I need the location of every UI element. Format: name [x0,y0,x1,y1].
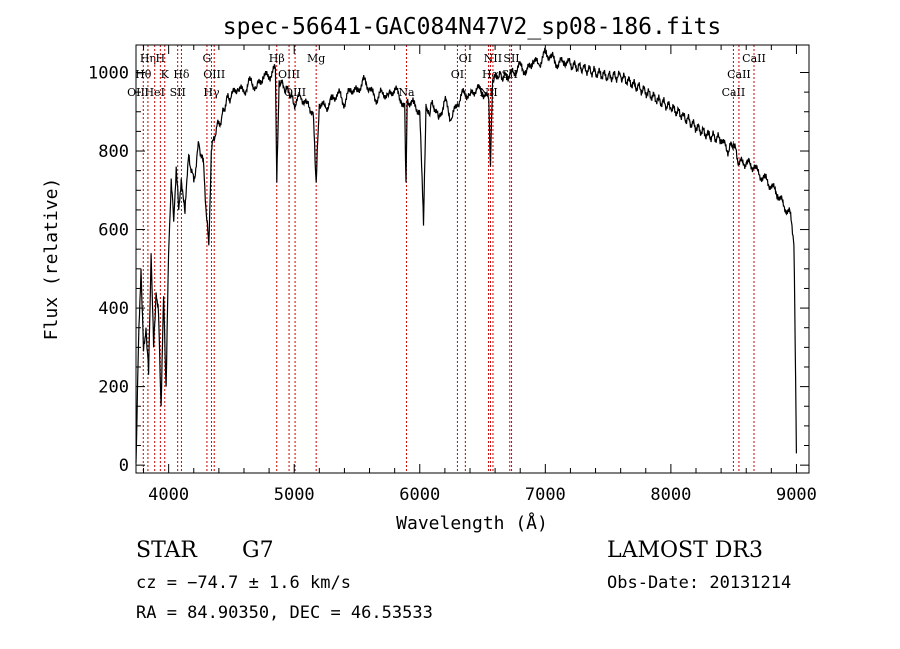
x-tick-label: 6000 [399,485,440,505]
line-marker-label: NII [484,52,502,65]
y-tick-label: 200 [98,378,129,398]
x-axis: 4000 5000 6000 7000 8000 9000 [143,45,817,505]
line-marker-label: OI [451,68,464,81]
line-marker-label: SII [503,52,519,65]
line-marker-label: OI [459,52,472,65]
line-marker-label: CaII [722,86,746,99]
x-tick-label: 8000 [650,485,691,505]
y-axis: 0 200 400 600 800 1000 [88,63,809,476]
line-marker-label: Na [398,86,415,99]
coordinates: RA = 84.90350, DEC = 46.53533 [136,603,433,623]
y-tick-label: 800 [98,142,129,162]
line-marker-label: CaII [727,68,751,81]
line-marker-label: Hγ [203,86,220,99]
line-marker-label: Hβ [269,52,285,65]
y-tick-label: 400 [98,299,129,319]
line-marker-label: OIII [278,68,300,81]
object-class: STAR [136,538,197,563]
line-marker-label: Mg [307,52,325,65]
line-marker-label: G [203,52,212,65]
line-marker-label: SII [170,86,186,99]
x-axis-label: Wavelength (Å) [396,512,548,534]
line-markers: OIIHθHηHeIHKSIIHδGHγOIIIHβOIIIOIIIMgNaOI… [127,45,766,473]
line-marker-label: CaII [742,52,766,65]
chart-title: spec-56641-GAC084N47V2_sp08-186.fits [223,14,722,40]
x-tick-label: 5000 [274,485,315,505]
y-tick-label: 1000 [88,63,129,83]
object-subclass: G7 [242,538,274,563]
line-marker-label: H [156,52,166,65]
line-marker-label: Hα [482,68,500,81]
y-tick-label: 600 [98,221,129,241]
x-tick-label: 7000 [525,485,566,505]
y-axis-label: Flux (relative) [41,178,62,341]
x-tick-label: 4000 [148,485,189,505]
line-marker-label: OIII [203,68,225,81]
line-marker-label: Hθ [135,68,152,81]
line-marker-label: Hη [140,52,156,65]
survey-name: LAMOST DR3 [607,538,763,563]
line-marker-label: K [161,68,170,81]
spectrum-line [135,47,797,464]
x-tick-label: 9000 [776,485,817,505]
redshift-velocity: cz = −74.7 ± 1.6 km/s [136,573,351,593]
observation-date: Obs-Date: 20131214 [607,573,792,593]
line-marker-label: Hδ [173,68,190,81]
y-tick-label: 0 [119,456,129,476]
plot-frame [135,44,810,474]
line-marker-label: HeI [144,86,164,99]
